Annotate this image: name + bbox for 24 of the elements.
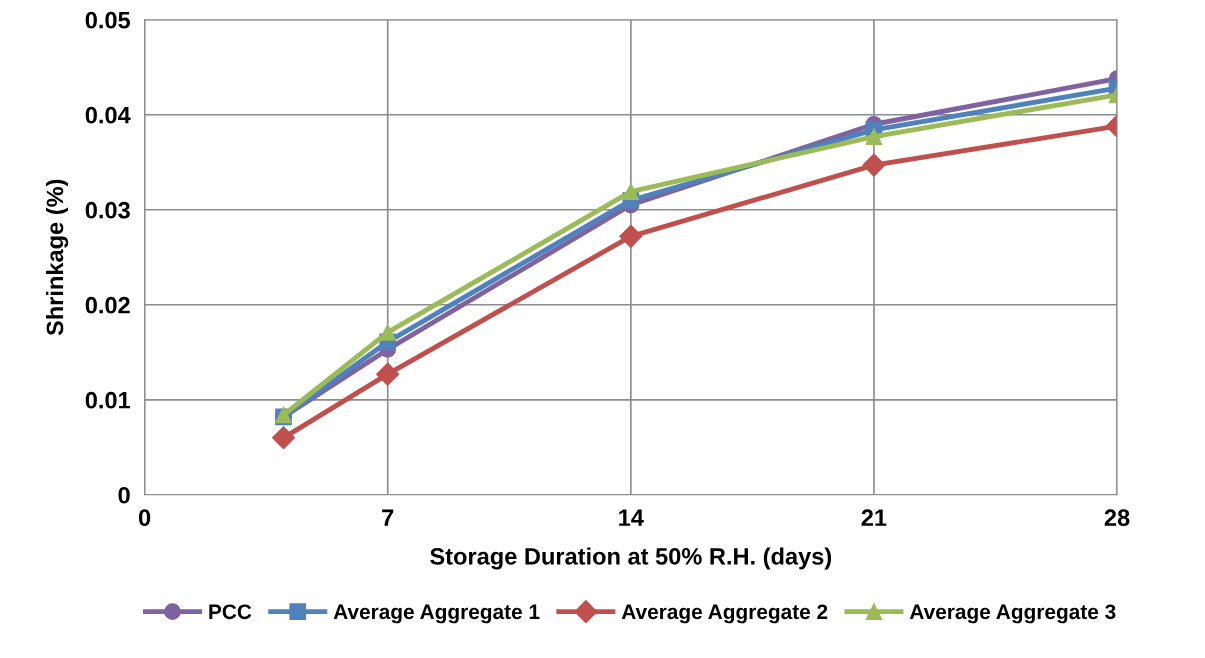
point <box>622 183 640 201</box>
y-tick-label: 0.01 <box>85 391 131 409</box>
x-tick-label: 14 <box>619 509 644 526</box>
legend-label: Average Aggregate 1 <box>333 604 540 624</box>
y-tick-label: 0.03 <box>85 201 130 219</box>
legend-label: Average Aggregate 3 <box>909 604 1116 624</box>
x-axis-title: Storage Duration at 50% R.H. (days) <box>430 547 832 570</box>
y-tick-label: 0.04 <box>85 106 131 124</box>
y-tick-label: 0 <box>118 486 130 504</box>
x-tick-label: 0 <box>138 509 151 527</box>
x-tick-label: 7 <box>382 509 394 526</box>
x-tick-label: 21 <box>861 509 887 526</box>
y-tick-label: 0.05 <box>85 11 131 29</box>
x-tick-label: 28 <box>1104 509 1130 527</box>
point <box>619 224 643 248</box>
y-tick-label: 0.02 <box>85 296 130 314</box>
y-axis-title: Shrinkage (%) <box>45 179 69 336</box>
point <box>272 426 296 450</box>
point <box>376 362 400 386</box>
point <box>865 128 883 145</box>
legend-label: Average Aggregate 2 <box>621 604 828 624</box>
point <box>862 153 886 177</box>
point <box>379 324 397 341</box>
legend-label: PCC <box>209 604 252 620</box>
